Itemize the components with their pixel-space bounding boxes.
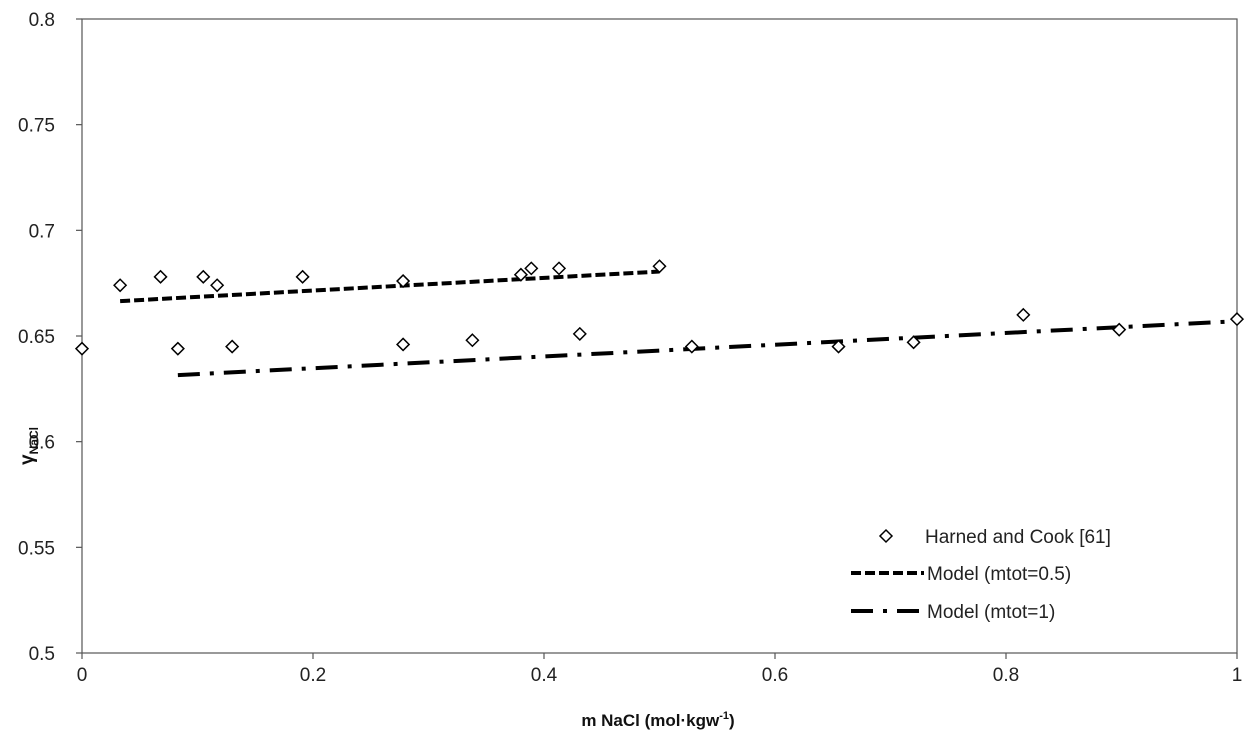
legend: Harned and Cook [61] Model (mtot=0.5) Mo…	[851, 527, 1111, 623]
data-point-diamond	[684, 339, 699, 354]
series-line-2	[177, 319, 1238, 378]
data-point-diamond	[652, 259, 667, 274]
data-point-diamond	[295, 269, 310, 284]
legend-item-model-05: Model (mtot=0.5)	[851, 564, 1071, 585]
data-point-diamond	[1016, 307, 1031, 322]
plot-frame	[81, 18, 1238, 654]
data-point-diamond	[225, 339, 240, 354]
y-tick-label: 0.5	[29, 644, 55, 665]
x-tick-label: 1	[1232, 665, 1243, 686]
data-point-diamond	[551, 261, 567, 276]
data-point-diamond	[1229, 312, 1245, 327]
x-axis-title-close: )	[729, 711, 735, 730]
legend-label-model-05: Model (mtot=0.5)	[927, 564, 1071, 585]
legend-item-harned: Harned and Cook [61]	[878, 527, 1111, 548]
plot-area	[81, 18, 1238, 654]
data-point-diamond	[196, 269, 211, 284]
y-tick-label: 0.65	[18, 327, 55, 348]
data-point-diamond	[906, 335, 921, 350]
data-point-diamond	[153, 269, 168, 284]
x-tick-label: 0.4	[531, 665, 558, 686]
legend-diamond-marker	[878, 528, 894, 544]
series-layer	[74, 259, 1245, 378]
data-point-diamond	[396, 337, 411, 352]
data-point-diamond	[1112, 322, 1127, 337]
legend-label-harned: Harned and Cook [61]	[925, 527, 1111, 548]
data-point-diamond	[74, 341, 90, 356]
y-axis-title-main: γ	[17, 454, 38, 465]
legend-item-model-1: Model (mtot=1)	[851, 602, 1055, 623]
x-axis-title: m NaCl (mol·kgw-1)	[581, 710, 734, 730]
series-line-1	[120, 269, 660, 304]
data-point-diamond	[513, 267, 528, 282]
data-point-diamond	[572, 326, 587, 341]
data-point-diamond	[113, 278, 128, 293]
x-axis: 0 0.2 0.4 0.6 0.8 1	[77, 653, 1243, 686]
data-point-diamond	[524, 261, 539, 276]
y-tick-label: 0.75	[18, 116, 55, 137]
data-point-diamond	[210, 278, 225, 293]
y-tick-label: 0.7	[29, 221, 55, 242]
y-tick-label: 0.8	[29, 10, 55, 31]
data-point-diamond	[170, 341, 185, 356]
x-tick-label: 0	[77, 665, 88, 686]
x-axis-title-main: m NaCl (mol·kgw	[581, 711, 720, 730]
x-tick-label: 0.6	[762, 665, 788, 686]
x-tick-label: 0.8	[993, 665, 1019, 686]
legend-label-model-1: Model (mtot=1)	[927, 602, 1055, 623]
y-tick-label: 0.55	[18, 538, 55, 559]
y-axis-title-sub: NaCl	[27, 427, 41, 454]
y-tick-label: 0.6	[29, 433, 55, 454]
y-axis-title: γNaCl	[17, 427, 41, 465]
x-tick-label: 0.2	[300, 665, 326, 686]
data-point-diamond	[396, 273, 411, 289]
data-point-diamond	[831, 339, 846, 354]
x-axis-title-sup: -1	[719, 710, 729, 722]
y-axis: 0.5 0.55 0.6 0.65 0.7 0.75 0.8	[18, 10, 82, 665]
data-point-diamond	[465, 333, 480, 348]
